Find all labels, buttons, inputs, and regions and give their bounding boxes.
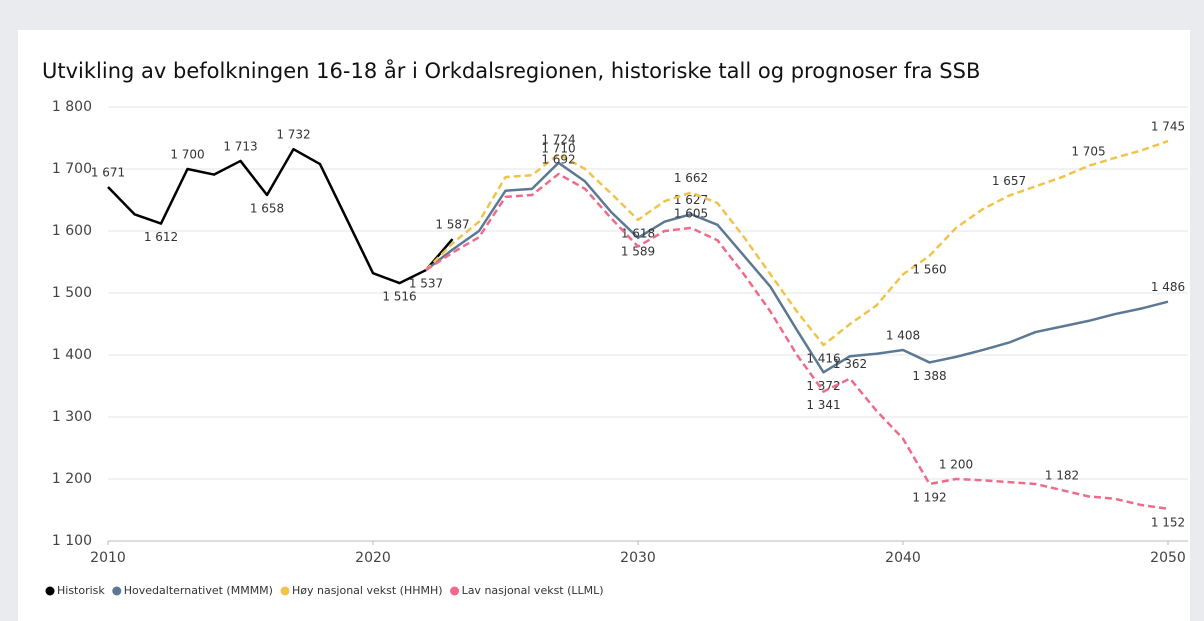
x-tick-label: 2010 [90, 550, 126, 566]
data-label: 1 745 [1151, 120, 1185, 134]
legend-label: Lav nasjonal vekst (LLML) [462, 584, 604, 597]
data-label: 1 657 [992, 174, 1026, 188]
series-line [425, 139, 1169, 347]
data-label: 1 341 [806, 398, 840, 412]
data-label: 1 700 [170, 148, 204, 162]
data-label: 1 408 [886, 329, 920, 343]
data-label: 1 710 [541, 141, 575, 155]
data-label: 1 705 [1071, 144, 1105, 158]
data-label: 1 388 [912, 369, 946, 383]
data-label: 1 618 [621, 226, 655, 240]
data-label: 1 537 [409, 277, 443, 291]
data-label: 1 671 [91, 165, 125, 179]
data-label: 1 605 [674, 206, 708, 220]
legend-marker [280, 586, 290, 596]
data-label: 1 692 [541, 152, 575, 166]
y-tick-label: 1 600 [52, 223, 92, 239]
x-tick-label: 2020 [355, 550, 391, 566]
y-tick-label: 1 700 [52, 161, 92, 177]
series-line [425, 161, 1169, 374]
series-line [107, 147, 454, 285]
x-tick-label: 2030 [620, 550, 656, 566]
data-label: 1 662 [674, 171, 708, 185]
data-label: 1 658 [250, 202, 284, 216]
panel [18, 30, 1190, 621]
x-tick-label: 2050 [1150, 550, 1186, 566]
data-label: 1 372 [806, 379, 840, 393]
legend-label: Høy nasjonal vekst (HHMH) [292, 584, 443, 597]
legend-label: Historisk [57, 584, 105, 597]
y-tick-label: 1 200 [52, 471, 92, 487]
data-label: 1 627 [674, 193, 708, 207]
legend-marker [45, 586, 55, 596]
data-label: 1 362 [833, 357, 867, 371]
y-tick-label: 1 800 [52, 99, 92, 115]
chart-title: Utvikling av befolkningen 16-18 år i Ork… [42, 58, 980, 83]
y-tick-label: 1 500 [52, 285, 92, 301]
data-label: 1 612 [144, 230, 178, 244]
data-label: 1 732 [276, 128, 310, 142]
data-label: 1 724 [541, 133, 575, 147]
data-label: 1 589 [621, 244, 655, 258]
y-tick-label: 1 100 [52, 533, 92, 549]
data-label: 1 516 [382, 290, 416, 304]
legend-marker [112, 586, 122, 596]
y-tick-label: 1 300 [52, 409, 92, 425]
data-label: 1 182 [1045, 469, 1079, 483]
legend-label: Hovedalternativet (MMMM) [124, 584, 273, 597]
data-label: 1 587 [435, 218, 469, 232]
data-label: 1 486 [1151, 280, 1185, 294]
data-label: 1 713 [223, 139, 257, 153]
data-label: 1 560 [912, 262, 946, 276]
data-label: 1 192 [912, 490, 946, 504]
legend-marker [450, 586, 460, 596]
x-tick-label: 2040 [885, 550, 921, 566]
data-label: 1 416 [806, 352, 840, 366]
data-label: 1 200 [939, 458, 973, 472]
series-line [425, 172, 1169, 510]
y-tick-label: 1 400 [52, 347, 92, 363]
data-label: 1 152 [1151, 515, 1185, 529]
